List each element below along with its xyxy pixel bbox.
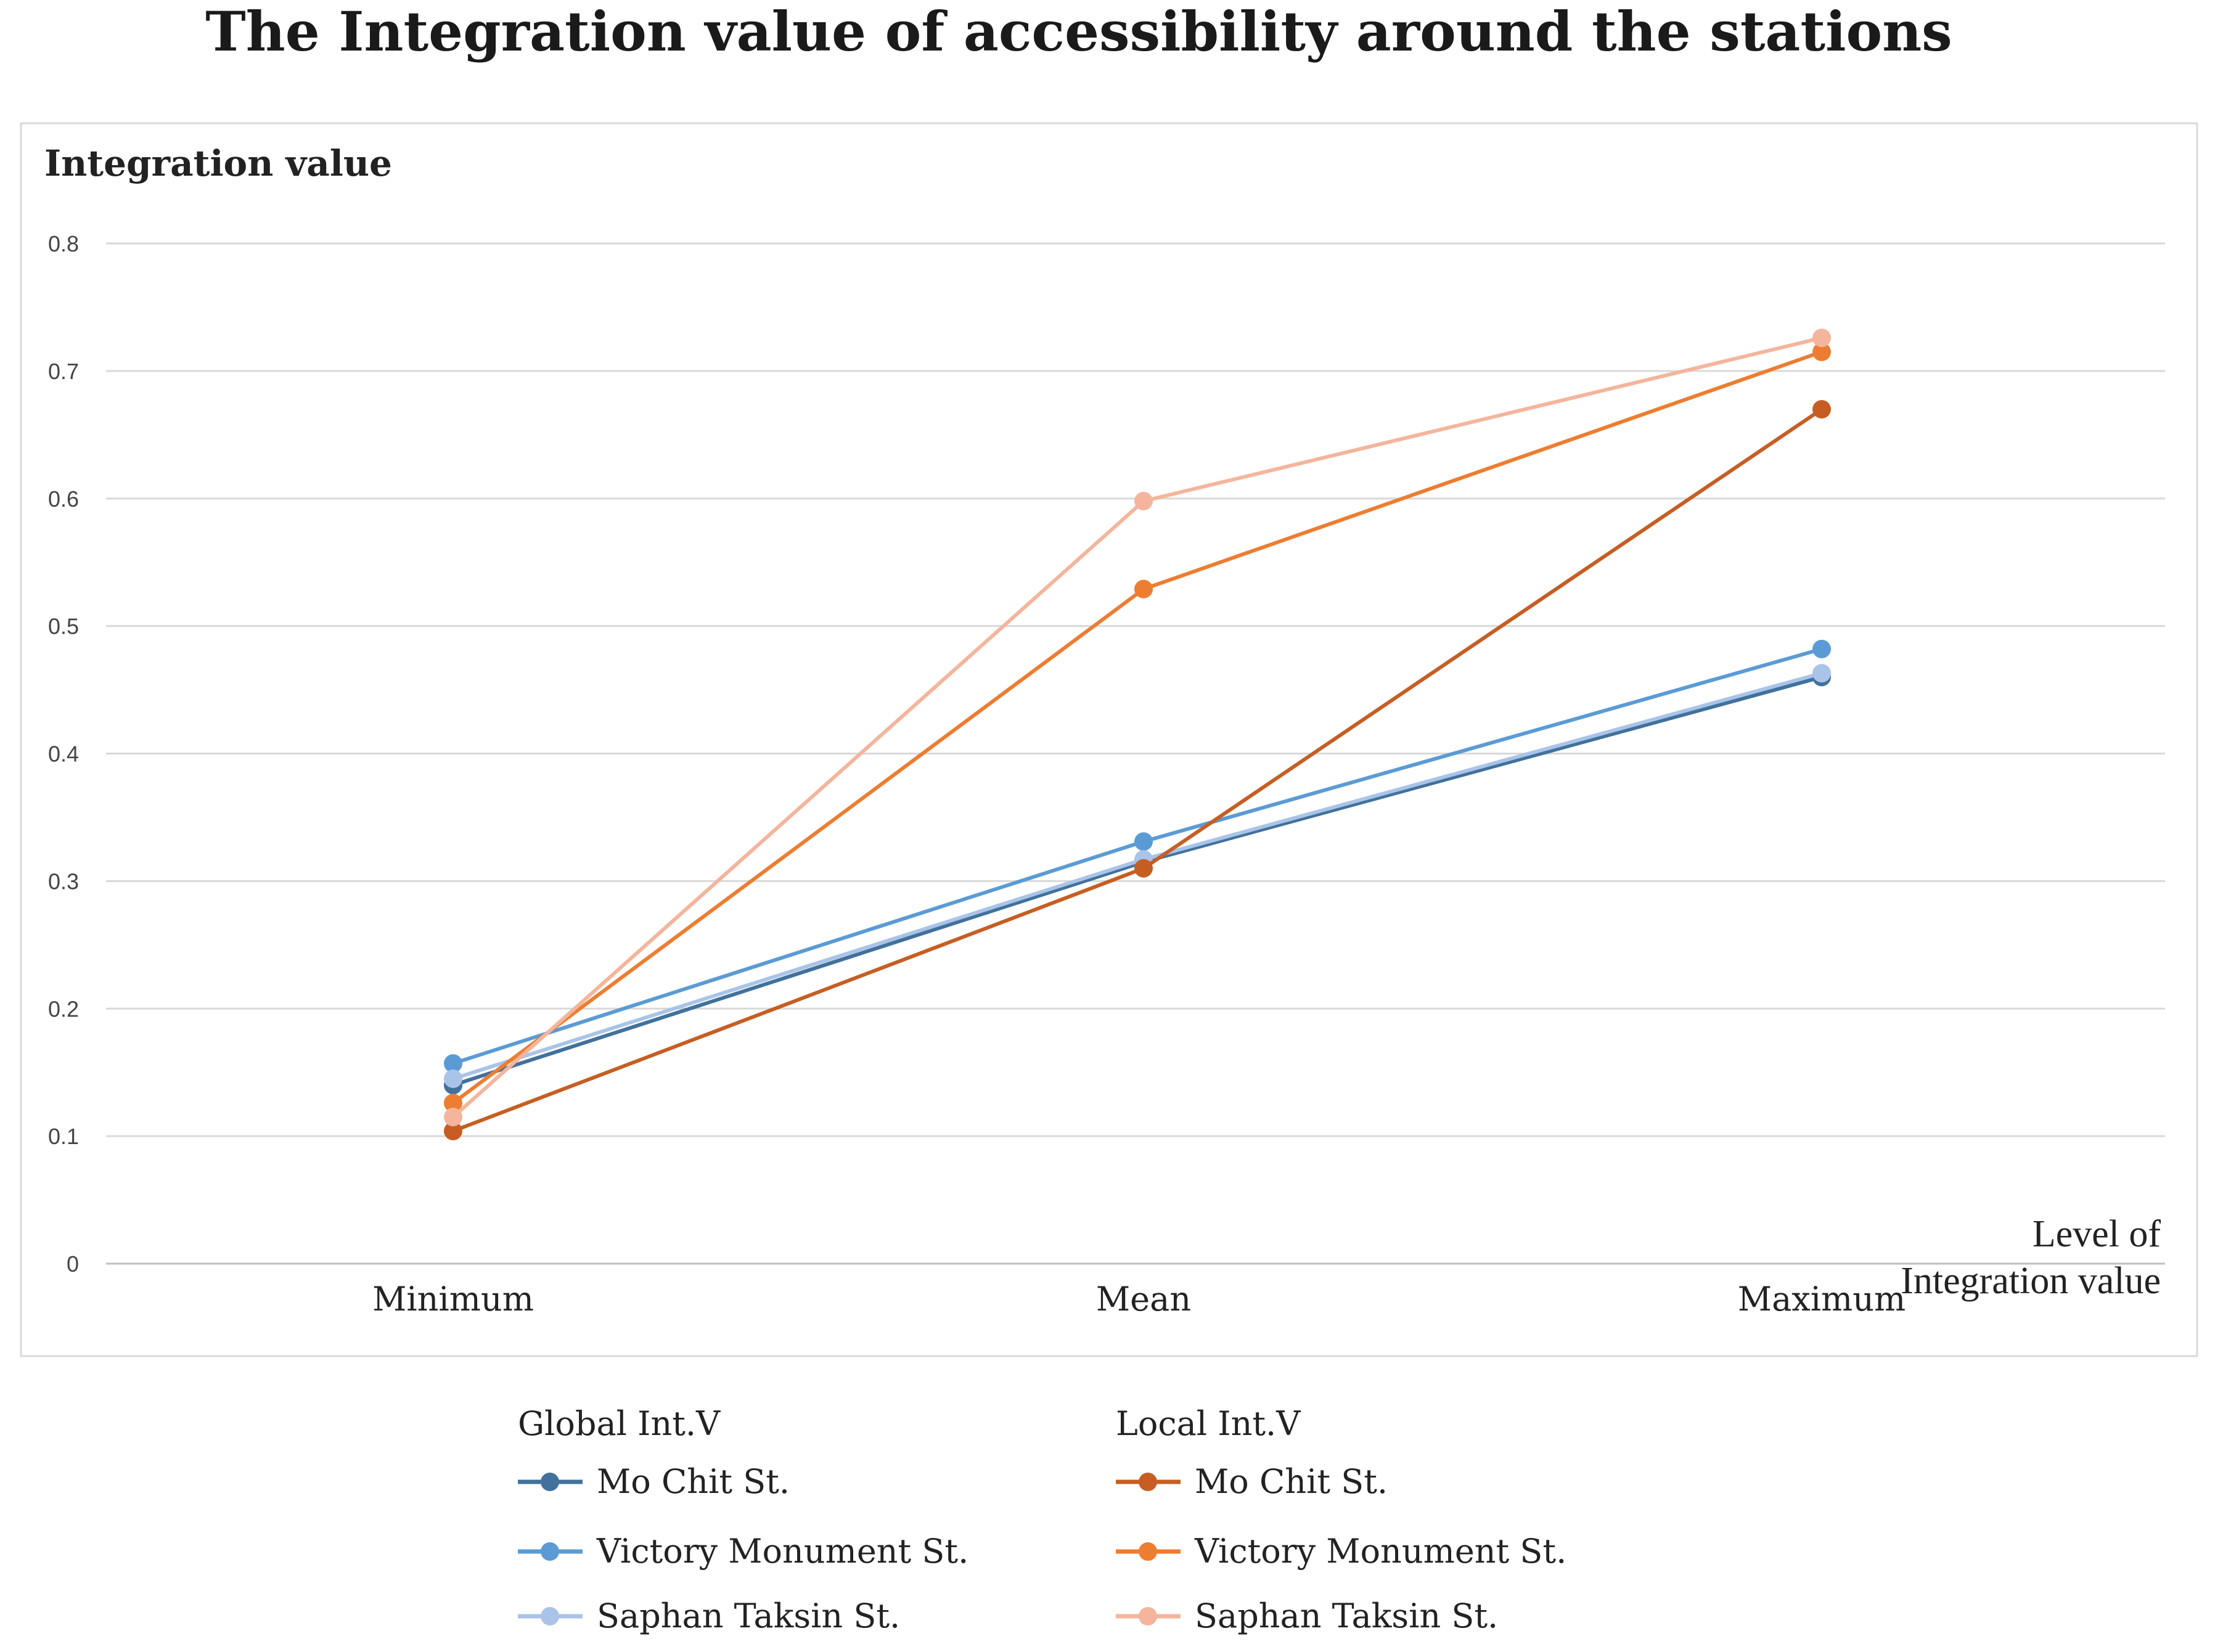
x-axis-label-line-1: Level of <box>2033 1213 2161 1255</box>
y-tick-label: 0.6 <box>48 486 79 512</box>
legend-label: Victory Monument St. <box>1194 1532 1566 1571</box>
y-tick-label: 0.3 <box>48 869 79 894</box>
legend-swatch-marker <box>541 1607 559 1625</box>
legend-swatch-marker <box>541 1542 559 1561</box>
data-point <box>1812 639 1831 658</box>
legend-item: Saphan Taksin St. <box>518 1597 900 1635</box>
y-tick-label: 0.4 <box>48 742 79 767</box>
y-tick-label: 0.5 <box>48 614 79 639</box>
legend-item: Mo Chit St. <box>518 1462 790 1501</box>
y-tick-label: 0.1 <box>48 1124 79 1149</box>
data-point <box>1134 491 1153 510</box>
y-axis-label: Integration value <box>44 142 392 184</box>
legend-label: Saphan Taksin St. <box>1195 1597 1498 1635</box>
x-tick-labels: Minimum Mean Maximum <box>372 1280 1906 1319</box>
x-tick-label: Maximum <box>1738 1280 1906 1319</box>
series-3 <box>444 399 1831 1140</box>
y-tick-label: 0 <box>67 1251 79 1277</box>
data-point <box>444 1121 462 1140</box>
legend-item: Victory Monument St. <box>1116 1532 1566 1571</box>
data-point <box>444 1069 462 1089</box>
legend-item: Mo Chit St. <box>1116 1462 1388 1501</box>
legend-swatch-marker <box>1139 1607 1157 1625</box>
legend-heading: Local Int.V <box>1116 1404 1301 1443</box>
y-tick-label: 0.7 <box>48 359 79 384</box>
data-point <box>1812 329 1831 348</box>
legend-item: Saphan Taksin St. <box>1116 1597 1498 1635</box>
data-point <box>444 1054 462 1073</box>
legend: Global Int.V Mo Chit St. Victory Monument … <box>518 1404 1566 1635</box>
data-point <box>1812 664 1831 683</box>
data-point <box>1812 342 1831 361</box>
legend-item: Victory Monument St. <box>518 1532 968 1571</box>
data-point <box>1134 859 1153 878</box>
series-lines <box>444 329 1831 1140</box>
series-4 <box>444 342 1831 1113</box>
x-tick-label: Minimum <box>372 1280 534 1319</box>
data-point <box>444 1108 462 1127</box>
y-tick-labels: 0 0.1 0.2 0.3 0.4 0.5 0.6 0.7 0.8 <box>48 231 79 1277</box>
data-point <box>1134 579 1153 599</box>
legend-heading: Global Int.V <box>518 1404 721 1443</box>
data-point <box>1134 832 1153 851</box>
y-tick-label: 0.8 <box>48 231 79 256</box>
y-tick-label: 0.2 <box>48 996 79 1021</box>
legend-label: Saphan Taksin St. <box>597 1597 900 1635</box>
legend-label: Victory Monument St. <box>596 1532 968 1571</box>
x-axis-label-line-2: Integration value <box>1901 1260 2161 1302</box>
data-point <box>444 1094 462 1113</box>
chart-title: The Integration value of accessibility a… <box>205 0 1952 63</box>
series-5 <box>444 329 1831 1127</box>
legend-label: Mo Chit St. <box>1195 1462 1388 1501</box>
legend-swatch-marker <box>541 1473 559 1491</box>
legend-swatch-marker <box>1139 1473 1157 1491</box>
legend-swatch-marker <box>1139 1542 1157 1561</box>
x-tick-label: Mean <box>1096 1280 1191 1319</box>
series-1 <box>444 639 1831 1073</box>
legend-label: Mo Chit St. <box>597 1462 790 1501</box>
data-point <box>1812 399 1831 419</box>
plot-frame <box>20 122 2198 1357</box>
